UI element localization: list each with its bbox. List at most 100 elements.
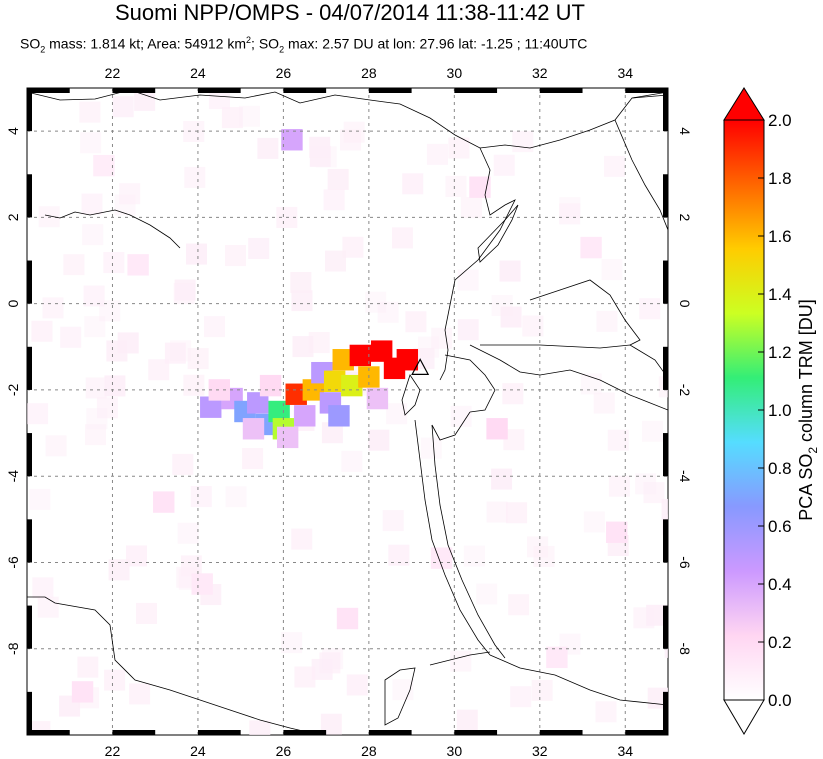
so2-pixel[interactable] [200, 396, 222, 418]
so2-pixel[interactable] [366, 387, 389, 410]
so2-pixel[interactable] [349, 344, 372, 367]
noise-tile [502, 383, 524, 405]
lon-tick-label: 26 [276, 65, 292, 81]
noise-tile [388, 544, 410, 566]
border-tanzania-north [480, 344, 668, 379]
frame-bar-right [663, 433, 668, 477]
so2-pixel[interactable] [153, 491, 175, 513]
lon-tick-label: 24 [190, 65, 206, 81]
so2-pixel[interactable] [191, 573, 213, 595]
noise-tile [510, 686, 532, 708]
noise-tile [292, 336, 314, 358]
noise-tile [117, 332, 139, 354]
so2-pixel[interactable] [294, 405, 316, 427]
colorbar-tick-label: 0.6 [768, 517, 792, 536]
noise-tile [112, 96, 134, 118]
so2-pixel-layer[interactable] [71, 129, 628, 703]
noise-tile [445, 175, 467, 197]
noise-tile [593, 392, 615, 414]
country-borders [27, 89, 668, 735]
noise-tile [119, 183, 141, 205]
lat-tick-label: -2 [677, 384, 693, 397]
so2-pixel[interactable] [486, 418, 508, 440]
noise-tile [583, 511, 605, 533]
lat-tick-label: -2 [5, 383, 21, 396]
so2-pixel[interactable] [606, 521, 628, 543]
so2-pixel[interactable] [546, 646, 568, 669]
lake-tanganyika-east [431, 424, 506, 659]
so2-pixel[interactable] [580, 236, 602, 259]
lon-tick-label: 24 [190, 743, 206, 759]
lake-victoria-north [529, 279, 641, 346]
so2-pixel[interactable] [323, 370, 346, 393]
noise-tile [580, 373, 602, 395]
frame-bar-right [663, 88, 668, 132]
noise-tile [238, 105, 260, 127]
map-frame-bars [27, 88, 668, 735]
noise-tile [203, 316, 225, 338]
noise-tile [180, 555, 202, 577]
lon-tick-label: 30 [447, 65, 463, 81]
frame-bar-top [454, 88, 498, 93]
so2-pixel[interactable] [341, 374, 363, 397]
so2-pixel[interactable] [242, 418, 265, 440]
frame-bar-bottom [454, 730, 498, 735]
so2-pixel[interactable] [469, 176, 491, 198]
noise-tile [184, 166, 206, 188]
noise-tile [108, 559, 130, 581]
so2-pixel[interactable] [71, 681, 94, 703]
lon-tick-label: 26 [276, 743, 292, 759]
noise-tile [221, 107, 243, 129]
noise-tile [431, 327, 453, 349]
noise-tile [391, 227, 413, 249]
so2-pixel[interactable] [328, 405, 350, 427]
colorbar-tick-label: 1.0 [768, 401, 792, 420]
noise-tile [135, 602, 157, 624]
so2-pixel[interactable] [247, 392, 269, 414]
noise-tile [63, 254, 85, 276]
so2-pixel[interactable] [276, 426, 299, 449]
lake-kivu [401, 374, 421, 416]
colorbar-tick-label: 1.2 [768, 343, 792, 362]
noise-tile [257, 137, 279, 159]
so2-pixel[interactable] [336, 607, 359, 630]
lake-mweru [384, 667, 416, 726]
so2-pixel[interactable] [268, 400, 290, 423]
volcano-triangle-icon[interactable] [411, 358, 430, 375]
frame-bar-top [539, 88, 583, 93]
so2-pixel[interactable] [281, 129, 303, 151]
so2-pixel[interactable] [259, 374, 282, 397]
so2-pixel[interactable] [430, 547, 453, 569]
so2-pixel[interactable] [285, 383, 307, 405]
noise-tile [386, 403, 408, 425]
border-kenya [614, 119, 668, 231]
frame-bar-right [663, 691, 668, 735]
so2-pixel[interactable] [302, 379, 325, 401]
lon-tick-label: 28 [361, 65, 377, 81]
so2-pixel[interactable] [208, 379, 230, 401]
noise-tile [368, 429, 390, 451]
noise-tile [448, 137, 470, 159]
lat-tick-label: 2 [677, 214, 693, 222]
noise-tile [208, 88, 230, 110]
noise-tile [527, 536, 549, 558]
frame-bar-top [283, 88, 327, 93]
noise-tile [635, 473, 657, 495]
border-south-central [429, 651, 491, 666]
noise-tile [661, 498, 668, 520]
so2-pixel[interactable] [396, 349, 419, 371]
noise-tile [308, 332, 330, 354]
noise-tile [242, 448, 264, 470]
so2-pixel[interactable] [93, 154, 115, 177]
so2-pixel[interactable] [127, 254, 149, 276]
river-congo-fragment [44, 209, 181, 249]
noise-tile [402, 173, 424, 195]
noise-tile [643, 482, 665, 504]
so2-pixel[interactable] [332, 349, 354, 371]
noise-tile [170, 340, 192, 362]
noise-tile [491, 295, 513, 317]
so2-pixel[interactable] [370, 340, 393, 362]
frame-bar-bottom [27, 730, 70, 735]
frame-bar-left [27, 260, 32, 304]
